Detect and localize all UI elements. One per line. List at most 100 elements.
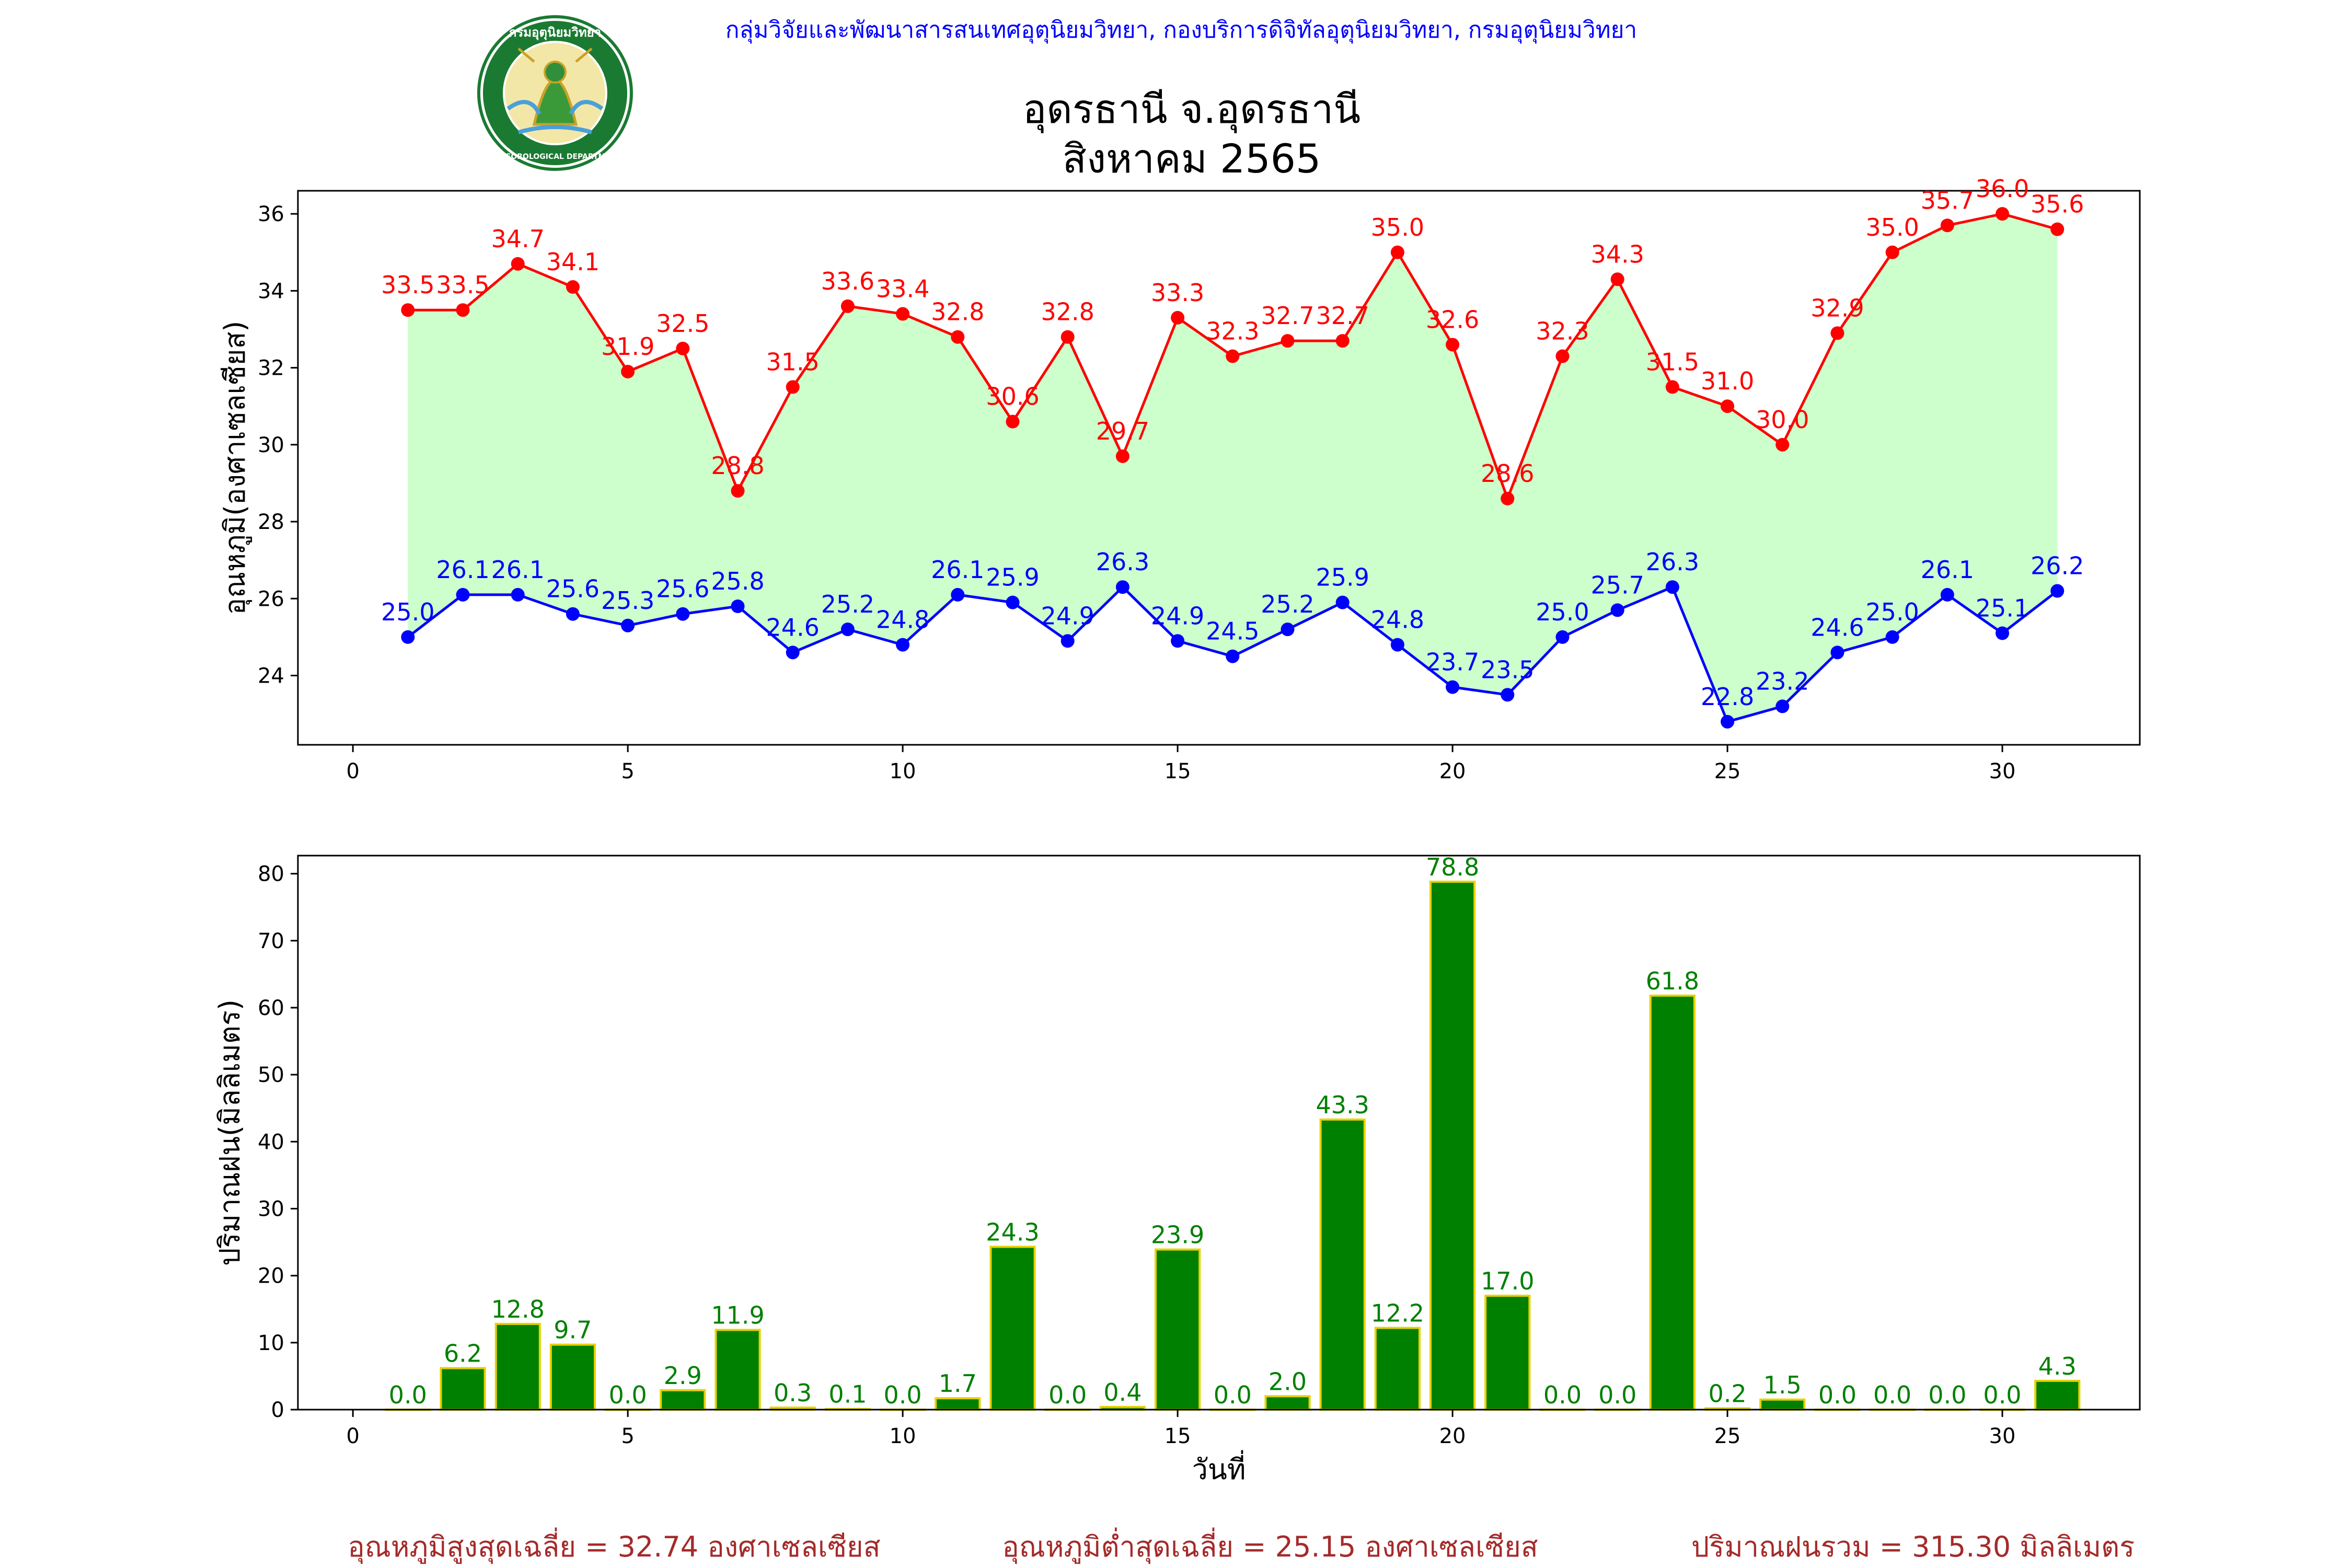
- temp-min-label: 24.6: [1811, 613, 1864, 641]
- temp-max-point: [1830, 326, 1844, 340]
- temp-max-point: [1446, 338, 1460, 352]
- temp-max-point: [951, 330, 965, 344]
- temp-min-point: [786, 645, 800, 660]
- rain-bar-label: 12.2: [1371, 1299, 1424, 1328]
- temp-max-point: [1665, 380, 1679, 394]
- temp-min-point: [1226, 649, 1240, 663]
- temp-max-point: [566, 280, 580, 294]
- temp-min-label: 26.3: [1096, 548, 1149, 576]
- temp-max-label: 35.0: [1371, 213, 1424, 241]
- temp-x-axis: 0 5 10 15 20 25 30: [346, 745, 2015, 783]
- rain-bar-label: 43.3: [1316, 1091, 1369, 1119]
- total-rainfall: ปริมาณฝนรวม = 315.30 มิลลิเมตร: [1691, 1530, 2135, 1563]
- rain-bar-label: 2.9: [664, 1362, 702, 1390]
- temp-y-tick-label: 28: [258, 510, 284, 534]
- rain-bar: [989, 1246, 1036, 1411]
- temp-min-point: [1665, 580, 1679, 594]
- temp-max-point: [1501, 491, 1515, 505]
- temp-min-label: 25.6: [656, 575, 709, 603]
- rain-bar: [935, 1397, 981, 1411]
- rain-x-tick-label: 20: [1439, 1424, 1466, 1448]
- temp-max-point: [621, 364, 635, 378]
- temp-min-label: 26.3: [1646, 548, 1699, 576]
- rain-bar: [1319, 1119, 1366, 1411]
- rain-y-tick-label: 0: [271, 1398, 284, 1422]
- rain-bar-label: 0.0: [1983, 1381, 2021, 1409]
- avg-min-temp: อุณหภูมิต่ำสุดเฉลี่ย = 25.15 องศาเซลเซีย…: [1002, 1527, 1538, 1564]
- temp-max-label: 30.0: [1756, 406, 1809, 434]
- temp-max-label: 31.5: [766, 348, 820, 376]
- temp-min-point: [1006, 595, 1020, 609]
- temp-min-label: 25.2: [1261, 590, 1314, 618]
- temp-min-label: 26.1: [1921, 556, 1974, 584]
- rain-x-axis: 0 5 10 15 20 25 30: [346, 1410, 2015, 1448]
- temp-max-point: [786, 380, 800, 394]
- temp-y-tick-label: 32: [258, 356, 284, 381]
- rain-bar: [549, 1343, 596, 1411]
- temp-max-label: 29.7: [1096, 417, 1149, 445]
- rain-x-tick-label: 25: [1714, 1424, 1741, 1448]
- temp-min-point: [1281, 622, 1295, 637]
- avg-max-temp: อุณหภูมิสูงสุดเฉลี่ย = 32.74 องศาเซลเซีย…: [348, 1527, 880, 1564]
- rain-bar-label: 24.3: [986, 1218, 1039, 1247]
- temp-min-label: 23.5: [1481, 655, 1534, 684]
- temp-min-point: [1390, 638, 1404, 652]
- rain-y-tick-label: 70: [258, 929, 284, 953]
- rain-bar: [440, 1367, 486, 1411]
- temp-min-label: 25.3: [601, 586, 654, 615]
- rain-bar-label: 0.1: [828, 1380, 867, 1409]
- temp-max-point: [511, 257, 525, 271]
- temp-min-point: [896, 638, 910, 652]
- temp-max-label: 32.3: [1536, 317, 1589, 345]
- rain-x-tick-label: 5: [621, 1424, 634, 1448]
- temp-min-point: [1115, 580, 1129, 594]
- chart-title-station: อุดรธานี จ.อุดรธานี: [1023, 86, 1361, 133]
- temp-min-label: 25.0: [1536, 598, 1589, 626]
- temp-y-axis: 24 26 28 30 32 34 36: [258, 202, 298, 688]
- temp-min-point: [1555, 630, 1570, 644]
- temp-min-point: [511, 587, 525, 602]
- temp-max-point: [1171, 310, 1185, 325]
- rain-bar-label: 1.7: [939, 1369, 977, 1398]
- temp-max-label: 35.7: [1921, 186, 1974, 214]
- rain-bar: [494, 1322, 541, 1411]
- temp-min-point: [401, 630, 415, 644]
- temp-min-point: [1335, 595, 1350, 609]
- temp-y-tick-label: 30: [258, 433, 284, 457]
- temp-min-label: 23.2: [1756, 667, 1809, 695]
- temp-max-label: 35.6: [2031, 190, 2084, 218]
- temp-min-point: [731, 599, 745, 613]
- temp-y-tick-label: 26: [258, 587, 284, 611]
- rain-bar: [1155, 1248, 1201, 1411]
- temp-min-point: [951, 587, 965, 602]
- rain-bar: [1759, 1398, 1806, 1411]
- temp-min-label: 24.6: [766, 613, 820, 641]
- temp-min-point: [566, 607, 580, 621]
- rain-y-tick-label: 80: [258, 862, 284, 886]
- temp-max-point: [1115, 449, 1129, 463]
- temp-max-point: [456, 303, 470, 317]
- temp-min-label: 25.9: [986, 563, 1039, 592]
- rain-bar: [660, 1389, 706, 1411]
- rain-bars: 0.0 6.2 12.8 9.7 0.0 2.9 11.9 0.3 0.1 0.0 1.7 24.3 0…: [385, 853, 2081, 1411]
- temp-max-label: 31.0: [1701, 367, 1754, 395]
- temp-max-point: [1335, 334, 1350, 348]
- rain-bar-label: 61.8: [1646, 967, 1699, 995]
- temp-max-label: 32.8: [1041, 298, 1094, 326]
- temp-min-point: [456, 587, 470, 602]
- rain-bar-label: 1.5: [1763, 1371, 1802, 1399]
- rain-x-tick-label: 15: [1165, 1424, 1191, 1448]
- temp-series-group: 33.5 33.534.734.131.932.528.831.533.6 33.4…: [381, 175, 2084, 729]
- temp-max-label: 33.3: [1151, 279, 1204, 307]
- temp-min-label: 25.0: [1865, 598, 1919, 626]
- temp-min-point: [1060, 634, 1075, 648]
- temp-min-point: [1775, 699, 1790, 713]
- temp-max-point: [676, 341, 690, 355]
- rain-bar-label: 0.4: [1103, 1378, 1142, 1406]
- temp-x-tick-label: 30: [1989, 759, 2016, 783]
- rain-bar: [2034, 1379, 2081, 1411]
- temp-min-label: 26.1: [436, 556, 489, 584]
- temp-range-fill: [408, 214, 2058, 722]
- temp-min-label: 25.7: [1590, 571, 1644, 599]
